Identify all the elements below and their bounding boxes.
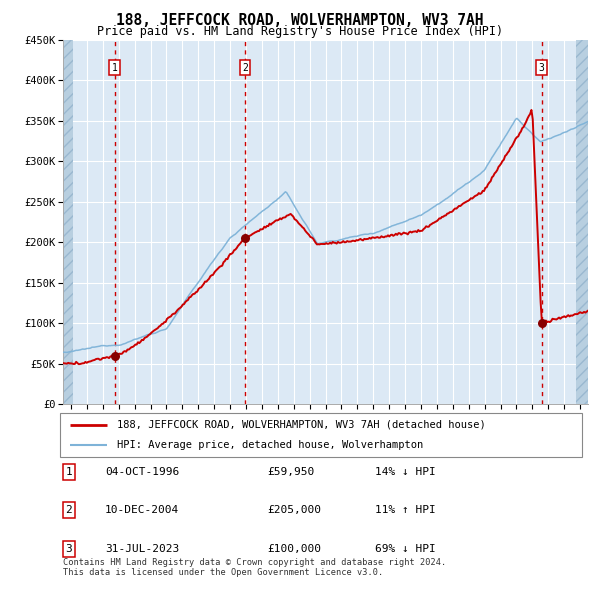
Bar [576,40,588,404]
Bar [63,40,73,404]
Text: 1: 1 [65,467,73,477]
Text: 14% ↓ HPI: 14% ↓ HPI [375,467,436,477]
Text: HPI: Average price, detached house, Wolverhampton: HPI: Average price, detached house, Wolv… [118,440,424,450]
Text: 3: 3 [65,544,73,553]
Text: 1: 1 [112,63,118,73]
Text: 188, JEFFCOCK ROAD, WOLVERHAMPTON, WV3 7AH: 188, JEFFCOCK ROAD, WOLVERHAMPTON, WV3 7… [116,13,484,28]
Text: 3: 3 [539,63,544,73]
Text: Contains HM Land Registry data © Crown copyright and database right 2024.
This d: Contains HM Land Registry data © Crown c… [63,558,446,577]
Text: 2: 2 [242,63,248,73]
Text: Price paid vs. HM Land Registry's House Price Index (HPI): Price paid vs. HM Land Registry's House … [97,25,503,38]
Text: 11% ↑ HPI: 11% ↑ HPI [375,506,436,515]
Text: 10-DEC-2004: 10-DEC-2004 [105,506,179,515]
Text: 04-OCT-1996: 04-OCT-1996 [105,467,179,477]
Text: £205,000: £205,000 [267,506,321,515]
FancyBboxPatch shape [60,413,582,457]
Text: 31-JUL-2023: 31-JUL-2023 [105,544,179,553]
Text: 2: 2 [65,506,73,515]
Text: 188, JEFFCOCK ROAD, WOLVERHAMPTON, WV3 7AH (detached house): 188, JEFFCOCK ROAD, WOLVERHAMPTON, WV3 7… [118,420,486,430]
Text: £100,000: £100,000 [267,544,321,553]
Text: 69% ↓ HPI: 69% ↓ HPI [375,544,436,553]
Text: £59,950: £59,950 [267,467,314,477]
